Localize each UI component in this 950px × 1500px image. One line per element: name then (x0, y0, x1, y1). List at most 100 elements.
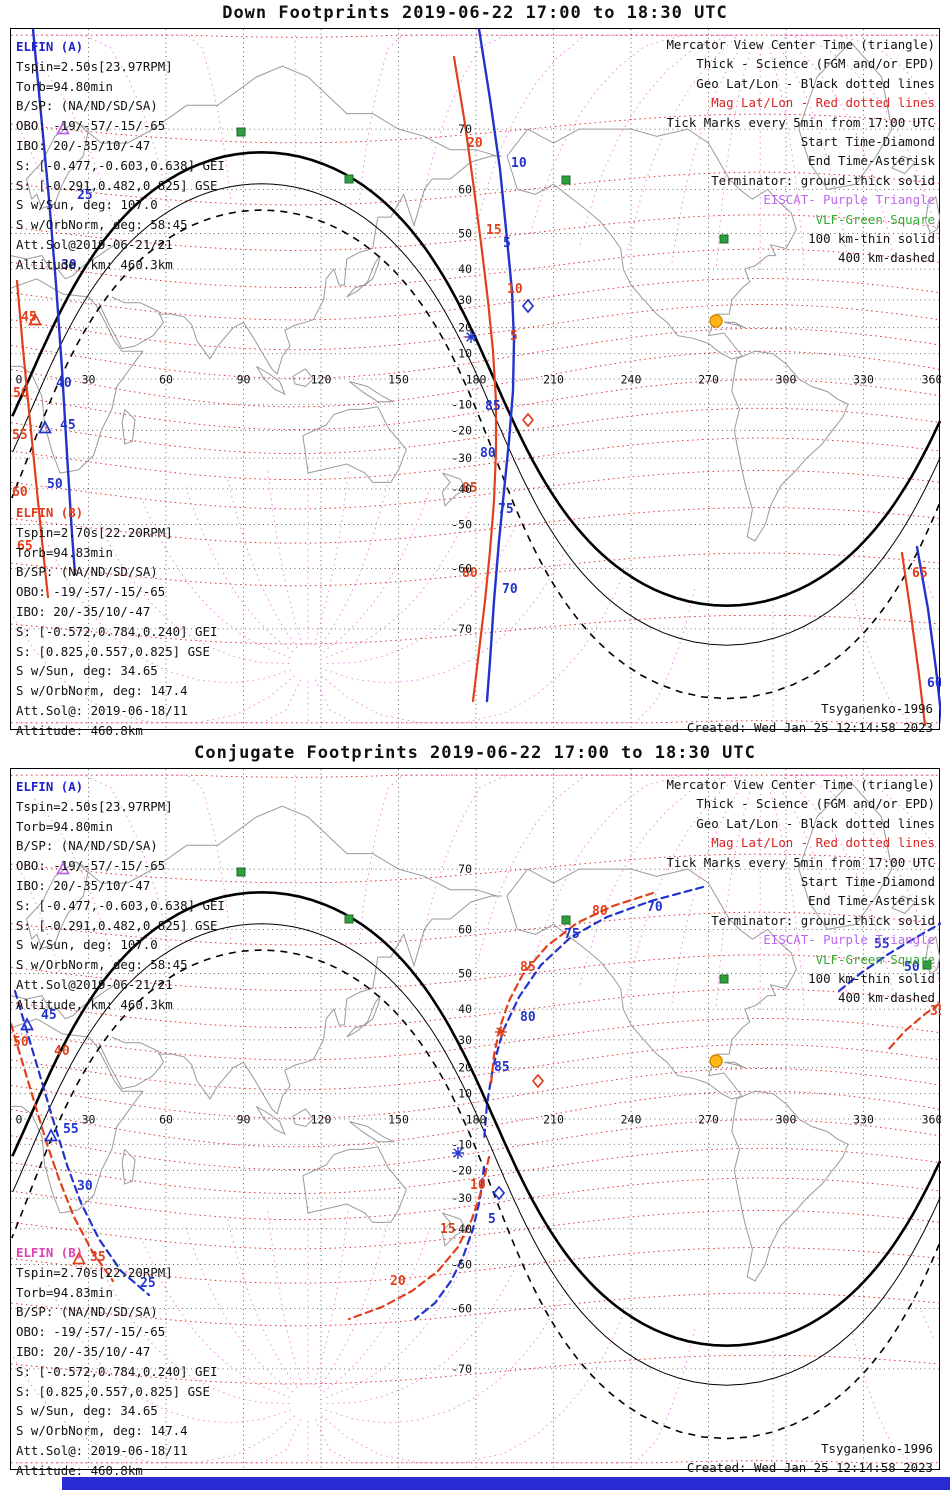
bottom-blue-bar (62, 1477, 950, 1490)
vlf-station-square-marker (561, 915, 571, 925)
footprint-track (489, 891, 655, 1086)
mag-latitude-grid (11, 34, 941, 724)
center-time-triangle-marker (56, 121, 70, 135)
elfin-a-info-line: Altitude, km: 460.3km (16, 996, 173, 1012)
legend-line: Geo Lat/Lon - Black dotted lines (696, 75, 935, 91)
footprint-track (886, 1001, 941, 1052)
elfin-b-info-line: S: [-0.572,0.784,0.240] GEI (16, 623, 218, 639)
end-time-asterisk-marker (495, 1026, 507, 1038)
latitude-tick-label: -20 (451, 423, 472, 437)
track-time-label: 55 (63, 1122, 79, 1137)
latitude-tick-label: -10 (451, 1137, 472, 1151)
elfin-a-info-line: S: [-0.291,0.482,0.825] GSE (16, 917, 218, 933)
footprint-track (482, 885, 705, 1143)
longitude-tick-label: 30 (82, 1113, 96, 1127)
elfin-a-info-line: IBO: 20/-35/10/-47 (16, 137, 151, 153)
longitude-tick-label: 0 (16, 1113, 23, 1127)
longitude-tick-label: 240 (621, 373, 642, 387)
longitude-tick-label: 120 (311, 373, 332, 387)
footprint-track (11, 1022, 115, 1283)
track-time-label: 35 (930, 1004, 941, 1019)
created-timestamp: Created: Wed Jan 25 12:14:58 2023 (686, 1460, 933, 1476)
track-time-label: 40 (54, 1044, 70, 1059)
legend-line: EISCAT- Purple Triangle (763, 192, 935, 208)
elfin-b-info-line: Att.Sol@: 2019-06-18/11 (16, 1442, 188, 1458)
model-name: Tsyganenko-1996 (821, 701, 933, 716)
elfin-b-info-line: OBO: -19/-57/-15/-65 (16, 1324, 166, 1340)
coastlines (11, 41, 941, 542)
center-time-triangle-marker (56, 861, 70, 875)
latitude-tick-label: 70 (458, 122, 472, 136)
footprint-track (413, 1165, 486, 1321)
track-time-label: 50 (13, 386, 29, 401)
legend-line: Tick Marks every 5min from 17:00 UTC (666, 114, 935, 130)
latitude-tick-label: -30 (451, 451, 472, 465)
terminator-ground (11, 891, 941, 1348)
latitude-tick-label: -60 (451, 1302, 472, 1316)
elfin-b-info-line: Altitude: 460.8km (16, 722, 143, 738)
mag-longitude-grid (11, 34, 941, 724)
panel-conjugate-footprints: Conjugate Footprints 2019-06-22 17:00 to… (0, 740, 950, 1480)
legend-line: Thick - Science (FGM and/or EPD) (696, 56, 935, 72)
elfin-a-info-block: ELFIN (A) Tspin=2.50s[23.97RPM] Torb=94.80… (16, 777, 225, 1015)
track-time-label: 50 (904, 960, 920, 975)
elfin-a-info-line: Torb=94.80min (16, 78, 113, 94)
track-time-label: 20 (390, 1274, 406, 1289)
footprint-track (837, 922, 941, 993)
mag-longitude-grid (11, 774, 941, 1464)
orbit-tracks (11, 885, 941, 1321)
track-time-label: 40 (56, 376, 72, 391)
elfin-a-info-line: OBO: -19/-57/-15/-65 (16, 858, 166, 874)
elfin-b-info-line: S w/OrbNorm, deg: 147.4 (16, 683, 188, 699)
track-time-labels: 455040553035257080758580851051520555035 (13, 900, 941, 1291)
track-time-label: 85 (494, 1060, 510, 1075)
elfin-b-info-heading: ELFIN (B) (16, 505, 84, 520)
latitude-tick-label: -50 (451, 518, 472, 532)
center-time-triangle-marker (72, 1251, 86, 1265)
track-time-label: 75 (498, 502, 514, 517)
longitude-tick-label: 330 (853, 373, 874, 387)
track-time-label: 75 (564, 927, 580, 942)
longitude-tick-label: 60 (159, 1113, 173, 1127)
footprint-track (477, 29, 516, 703)
latitude-tick-label: 10 (458, 1087, 472, 1101)
map-plot: 2530404550455055606520101551058580757085… (11, 29, 941, 731)
track-time-label: 50 (13, 1035, 29, 1050)
latitude-tick-label: 60 (458, 922, 472, 936)
latitude-tick-label: 10 (458, 347, 472, 361)
terminator-curves (11, 151, 941, 700)
vlf-station-square-marker (719, 974, 729, 984)
track-time-label: 10 (511, 156, 527, 171)
start-time-diamond-marker (531, 1073, 545, 1089)
vlf-station-square-marker (344, 174, 354, 184)
latitude-tick-label: 20 (458, 321, 472, 335)
vlf-station-square-marker (561, 175, 571, 185)
markers (20, 861, 932, 1265)
track-time-label: 45 (60, 418, 76, 433)
track-time-label: 65 (912, 566, 928, 581)
elfin-b-info-line: S w/Sun, deg: 34.65 (16, 663, 158, 679)
geo-grid (11, 769, 941, 1471)
track-time-label: 30 (77, 1179, 93, 1194)
latitude-tick-label: -10 (451, 397, 472, 411)
elfin-b-info-block: ELFIN (B) Tspin=2.70s[22.20RPM] Torb=94.83… (16, 503, 217, 741)
elfin-a-info-heading: ELFIN (A) (16, 779, 84, 794)
elfin-a-info-line: S: [-0.291,0.482,0.825] GSE (16, 177, 218, 193)
vlf-station-square-marker (236, 867, 246, 877)
legend-line: Terminator: ground-thick solid (711, 172, 935, 188)
elfin-a-info-line: S: [-0.477,-0.603,0.638] GEI (16, 157, 225, 173)
elfin-a-info-line: Att.Sol@2019-06-21/21 (16, 976, 173, 992)
track-time-label: 35 (90, 1250, 106, 1265)
track-time-label: 50 (47, 477, 63, 492)
legend-line: Tick Marks every 5min from 17:00 UTC (666, 854, 935, 870)
elfin-a-info-line: Tspin=2.50s[23.97RPM] (16, 58, 173, 74)
legend-line: 100 km-thin solid (808, 971, 935, 987)
longitude-tick-label: 150 (388, 1113, 409, 1127)
terminator-400km (11, 949, 940, 1440)
latitude-tick-label: -40 (451, 1222, 472, 1236)
longitude-tick-label: 240 (621, 1113, 642, 1127)
legend-line: 400 km-dashed (838, 250, 935, 266)
longitude-tick-label: 210 (543, 1113, 564, 1127)
orbit-tracks (15, 29, 941, 727)
